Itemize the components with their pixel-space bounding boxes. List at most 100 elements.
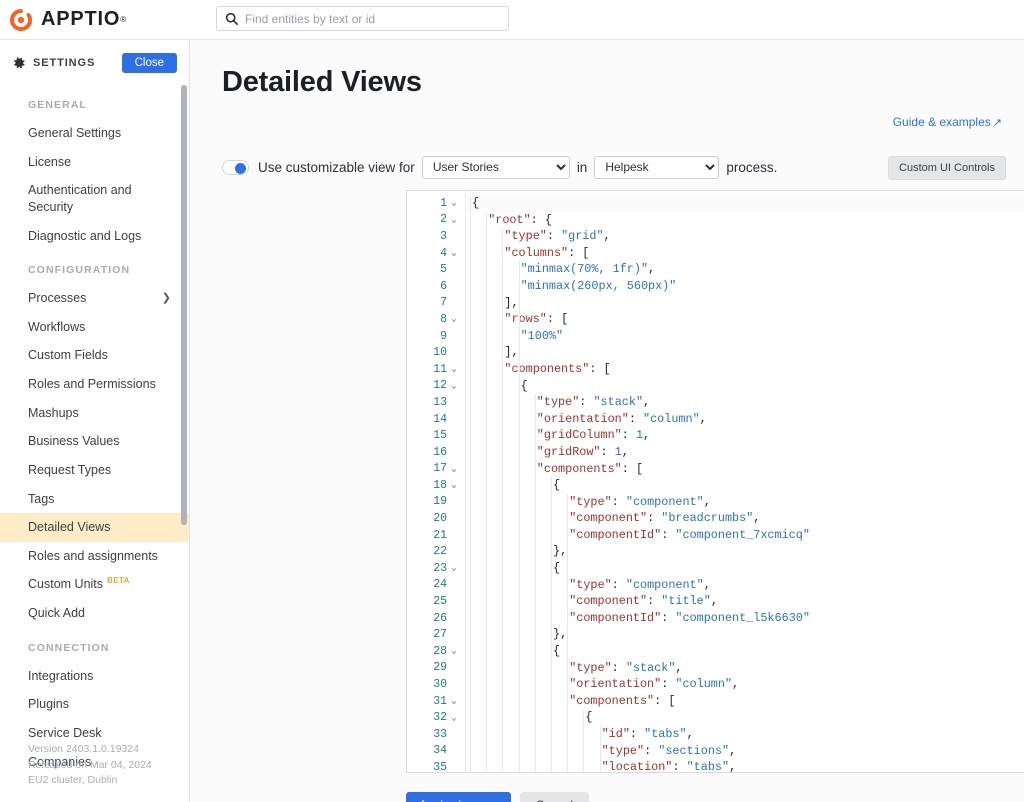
sidebar-header: SETTINGS Close	[0, 40, 189, 85]
editor-code-line[interactable]: "gridRow": 1,	[536, 444, 629, 459]
fold-chevron-down-icon[interactable]: ⌄	[451, 248, 457, 259]
entity-type-select[interactable]: User Stories	[421, 155, 570, 179]
sidebar-item-companies[interactable]: Companies	[0, 748, 189, 777]
editor-code-line[interactable]: "componentId": "component_l5k6630"	[569, 610, 810, 625]
editor-code-line[interactable]: },	[553, 627, 568, 642]
indent-guide	[551, 477, 552, 772]
fold-chevron-down-icon[interactable]: ⌄	[451, 314, 457, 325]
fold-chevron-down-icon[interactable]: ⌄	[451, 214, 457, 225]
editor-gutter-line: 33	[407, 726, 465, 743]
guide-link-label: Guide & examples	[892, 115, 991, 129]
editor-code-line[interactable]: {	[553, 561, 561, 576]
sidebar-item-request-types[interactable]: Request Types	[0, 456, 189, 485]
sidebar-item-service-desk[interactable]: Service Desk	[0, 719, 189, 748]
editor-code-line[interactable]: ],	[504, 345, 519, 360]
sidebar-scrollbar[interactable]	[181, 85, 187, 525]
line-number: 7	[440, 296, 447, 310]
editor-gutter-line: 1 ⌄	[407, 195, 465, 212]
sidebar-item-label: Roles and Permissions	[28, 377, 156, 391]
sidebar-item-diagnostic-and-logs[interactable]: Diagnostic and Logs	[0, 222, 189, 251]
line-number: 17	[433, 462, 447, 476]
json-code-editor[interactable]: 1 ⌄ 2 ⌄ 3 4 ⌄ 5 6 7 8 ⌄ 9 10 11 ⌄ 12 ⌄ 13 14 15 16 17 ⌄ 18 ⌄ 19 20 2…	[406, 190, 1024, 773]
fold-chevron-down-icon[interactable]: ⌄	[451, 646, 457, 657]
sidebar-nav: GENERAL General Settings License Authentica…	[0, 85, 189, 776]
sidebar-item-plugins[interactable]: Plugins	[0, 690, 189, 719]
editor-code-line[interactable]: "columns": [	[504, 245, 590, 260]
editor-code-line[interactable]: "type": "sections",	[601, 743, 737, 758]
editor-code-line[interactable]: {	[553, 644, 561, 659]
editor-code-line[interactable]: "gridColumn": 1,	[536, 428, 651, 443]
editor-code-line[interactable]: "components": [	[536, 461, 644, 476]
editor-code-line[interactable]: "minmax(260px, 560px)"	[520, 278, 677, 293]
sidebar-item-detailed-views[interactable]: Detailed Views	[0, 513, 189, 542]
fold-chevron-down-icon[interactable]: ⌄	[451, 380, 457, 391]
editor-gutter-line: 29	[407, 660, 465, 677]
apply-changes-button[interactable]: Apply changes	[406, 792, 511, 802]
process-select[interactable]: Helpesk	[594, 155, 720, 179]
editor-code-line[interactable]: "type": "component",	[569, 494, 711, 509]
editor-code-line[interactable]: {	[585, 710, 593, 725]
editor-gutter-line: 11 ⌄	[407, 361, 465, 378]
editor-code-line[interactable]: ],	[504, 295, 519, 310]
sidebar-item-tags[interactable]: Tags	[0, 485, 189, 514]
editor-code-line[interactable]: {	[553, 478, 561, 493]
custom-ui-controls-button[interactable]: Custom UI Controls	[888, 156, 1006, 180]
editor-code-line[interactable]: "component": "title",	[569, 594, 718, 609]
guide-and-examples-link[interactable]: Guide & examples ↗	[893, 115, 1002, 129]
sidebar-item-roles-and-permissions[interactable]: Roles and Permissions	[0, 370, 189, 399]
sidebar-item-business-values[interactable]: Business Values	[0, 427, 189, 456]
global-search[interactable]	[216, 6, 509, 31]
editor-code-area[interactable]: {"root": {"type": "grid", "columns": ["mi…	[465, 191, 1024, 772]
editor-code-line[interactable]: "minmax(70%, 1fr)",	[520, 262, 656, 277]
editor-code-line[interactable]: "root": {	[488, 212, 552, 227]
editor-code-line[interactable]: "componentId": "component_7xcmicq"	[569, 527, 810, 542]
fold-chevron-down-icon[interactable]: ⌄	[451, 463, 457, 474]
editor-code-line[interactable]: "components": [	[504, 361, 611, 376]
fold-chevron-down-icon[interactable]: ⌄	[451, 696, 457, 707]
editor-code-line[interactable]: {	[520, 378, 528, 393]
editor-code-line[interactable]: "100%"	[520, 328, 564, 343]
editor-code-line[interactable]: },	[553, 544, 568, 559]
fold-chevron-down-icon[interactable]: ⌄	[451, 480, 457, 491]
close-button[interactable]: Close	[121, 52, 177, 73]
sidebar-item-roles-and-assignments[interactable]: Roles and assignments	[0, 542, 189, 571]
editor-code-line[interactable]: "components": [	[569, 693, 676, 708]
editor-code-line[interactable]: "rows": [	[504, 312, 569, 327]
sidebar-item-custom-units[interactable]: Custom Units BETA	[0, 570, 189, 599]
editor-code-line[interactable]: "orientation": "column",	[569, 677, 740, 692]
sidebar-item-quick-add[interactable]: Quick Add	[0, 599, 189, 628]
sidebar-item-label: Mashups	[28, 405, 79, 420]
indent-guide	[470, 195, 471, 772]
fold-chevron-down-icon[interactable]: ⌄	[451, 198, 457, 209]
editor-code-line[interactable]: "type": "stack",	[569, 660, 683, 675]
sidebar-item-general-settings[interactable]: General Settings	[0, 119, 189, 148]
fold-chevron-down-icon[interactable]: ⌄	[451, 712, 457, 723]
sidebar-item-mashups[interactable]: Mashups	[0, 399, 189, 428]
toggle-knob	[235, 162, 246, 174]
customizable-view-toggle[interactable]	[222, 159, 249, 175]
editor-line-numbers[interactable]: 1 ⌄ 2 ⌄ 3 4 ⌄ 5 6 7 8 ⌄ 9 10 11 ⌄ 12 ⌄ 13 14 15 16 17 ⌄ 18 ⌄ 19 20 2…	[407, 191, 465, 772]
line-number: 29	[433, 661, 447, 675]
apptio-logo[interactable]: APPTIO ®	[10, 8, 200, 31]
editor-gutter-line: 9	[407, 328, 465, 345]
sidebar-item-integrations[interactable]: Integrations	[0, 662, 189, 691]
editor-code-line[interactable]: "component": "breadcrumbs",	[569, 511, 761, 526]
line-number: 33	[433, 727, 447, 741]
cancel-button[interactable]: Cancel	[519, 792, 590, 802]
sidebar-item-workflows[interactable]: Workflows	[0, 313, 189, 342]
editor-code-line[interactable]: "orientation": "column",	[536, 411, 707, 426]
editor-code-line[interactable]: {	[466, 195, 1024, 212]
sidebar-item-processes[interactable]: Processes ❯	[0, 284, 189, 313]
search-input[interactable]	[245, 11, 508, 26]
editor-code-line[interactable]: "location": "tabs",	[601, 760, 737, 772]
editor-code-line[interactable]: "type": "grid",	[504, 229, 611, 244]
editor-code-line[interactable]: "type": "stack",	[536, 395, 651, 410]
sidebar-item-license[interactable]: License	[0, 148, 189, 177]
fold-chevron-down-icon[interactable]: ⌄	[451, 364, 457, 375]
fold-chevron-down-icon[interactable]: ⌄	[451, 563, 457, 574]
sidebar-item-authentication-and-security[interactable]: Authentication and Security	[0, 176, 189, 221]
editor-code-line[interactable]: "id": "tabs",	[601, 727, 694, 741]
sidebar-item-custom-fields[interactable]: Custom Fields	[0, 341, 189, 370]
editor-code-line[interactable]: "type": "component",	[569, 577, 711, 592]
line-number: 32	[433, 711, 447, 725]
